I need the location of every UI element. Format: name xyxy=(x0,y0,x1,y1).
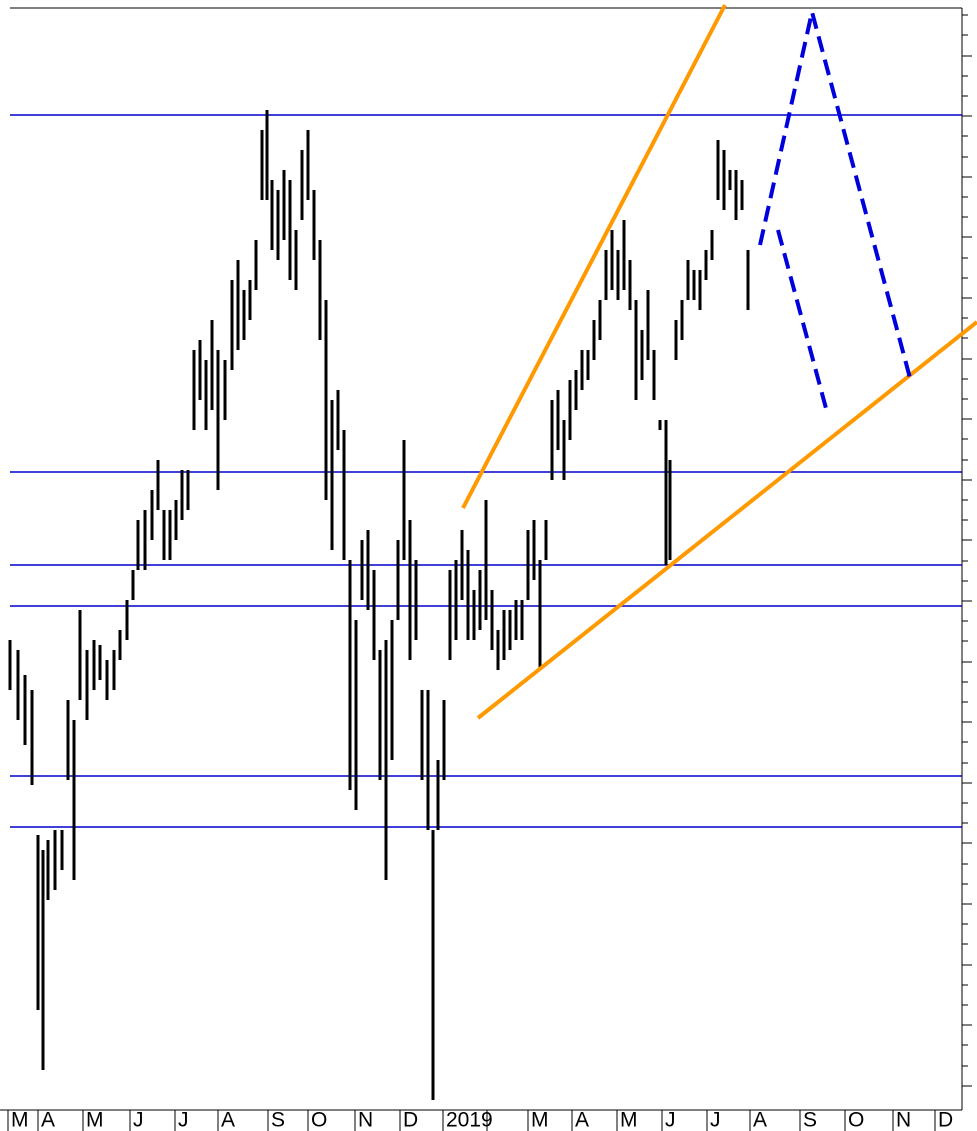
x-tick-label: M xyxy=(620,1109,638,1131)
x-tick-label: O xyxy=(311,1109,327,1131)
projection-path-short xyxy=(776,229,829,413)
x-tick-label: S xyxy=(803,1109,817,1131)
x-tick-label: A xyxy=(41,1109,55,1131)
lower-trend-line xyxy=(476,320,977,720)
trend-lines xyxy=(461,4,977,720)
x-tick-label: A xyxy=(753,1109,767,1131)
x-tick-label: N xyxy=(896,1109,911,1131)
x-tick-label: N xyxy=(358,1109,373,1131)
x-tick-label: M xyxy=(531,1109,549,1131)
x-tick-label: M xyxy=(11,1109,29,1131)
axis-ticks: M A M J J A S O N D 2019 M A M J J A S O N D xyxy=(7,14,972,1131)
x-tick-label: O xyxy=(848,1109,864,1131)
x-tick-label: D xyxy=(938,1109,953,1131)
x-tick-label: A xyxy=(221,1109,235,1131)
x-tick-label: 2019 xyxy=(446,1109,493,1131)
bars xyxy=(8,110,750,1100)
projection-path xyxy=(758,11,912,379)
upper-trend-line xyxy=(461,4,727,509)
x-tick-label: J xyxy=(178,1109,189,1131)
levels xyxy=(10,114,962,828)
x-tick-label: J xyxy=(710,1109,721,1131)
x-tick-label: J xyxy=(133,1109,144,1131)
x-tick-label: M xyxy=(86,1109,104,1131)
x-tick-label: A xyxy=(575,1109,589,1131)
projections xyxy=(758,11,912,413)
x-tick-label: S xyxy=(271,1109,285,1131)
x-tick-label: J xyxy=(665,1109,676,1131)
x-tick-label: D xyxy=(403,1109,418,1131)
